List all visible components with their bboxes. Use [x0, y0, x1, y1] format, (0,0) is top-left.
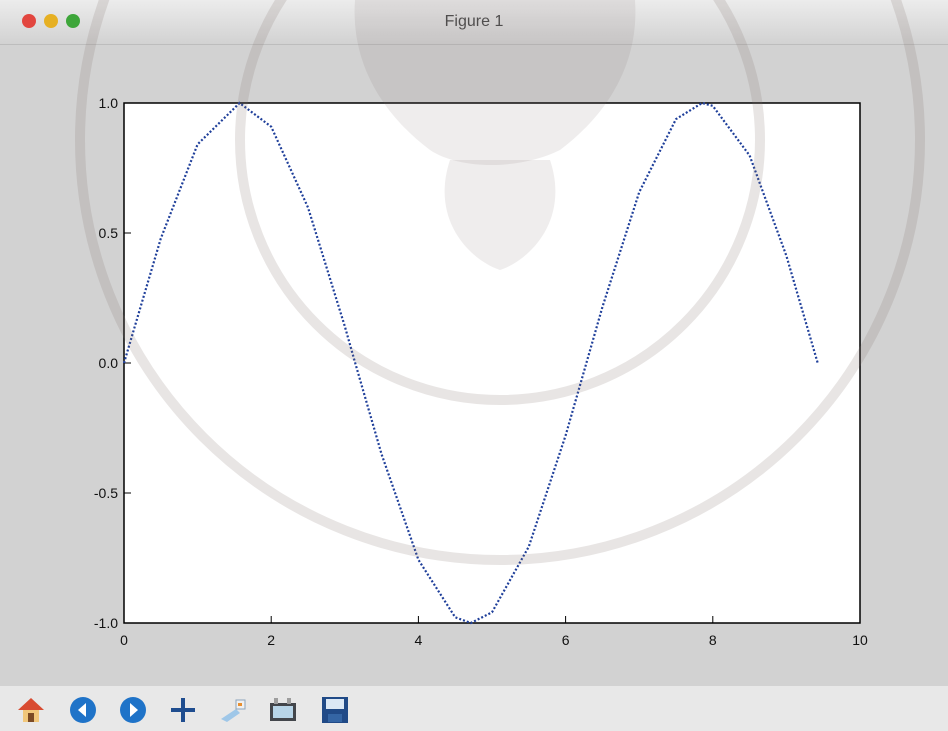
x-tick-label: 2 [267, 632, 275, 648]
configure-subplots-icon [270, 698, 296, 721]
y-tick-label: 0.0 [99, 355, 119, 371]
x-tick-label: 6 [562, 632, 570, 648]
series-line [122, 101, 819, 625]
save-button[interactable] [318, 694, 352, 726]
forward-button[interactable] [116, 694, 150, 726]
window-title: Figure 1 [444, 13, 504, 30]
zoom-icon [221, 699, 246, 722]
pan-icon [171, 698, 195, 722]
home-icon [18, 698, 44, 722]
x-tick-label: 10 [852, 632, 868, 648]
tick-group: 0 2 4 6 8 10 -1.0 -0.5 0.0 0.5 1.0 [94, 95, 868, 648]
x-tick-label: 4 [415, 632, 423, 648]
home-button[interactable] [14, 694, 48, 726]
y-tick-label: 1.0 [99, 95, 119, 111]
configure-subplots-button[interactable] [266, 694, 300, 726]
back-icon [70, 697, 96, 723]
x-tick-label: 0 [120, 632, 128, 648]
x-tick-label: 8 [709, 632, 717, 648]
navigation-toolbar [0, 686, 948, 731]
save-icon [322, 697, 348, 723]
line-chart: 0 2 4 6 8 10 -1.0 -0.5 0.0 0.5 1.0 [94, 95, 868, 648]
forward-icon [120, 697, 146, 723]
figure-canvas: 0 2 4 6 8 10 -1.0 -0.5 0.0 0.5 1.0 [0, 45, 948, 686]
y-tick-label: -1.0 [94, 615, 118, 631]
y-tick-label: -0.5 [94, 485, 118, 501]
back-button[interactable] [66, 694, 100, 726]
zoom-button[interactable] [216, 694, 250, 726]
window-titlebar: Figure 1 [0, 0, 948, 45]
y-tick-label: 0.5 [99, 225, 119, 241]
pan-button[interactable] [166, 694, 200, 726]
plot-area [123, 102, 861, 624]
maximize-window-button[interactable] [66, 14, 80, 28]
minimize-window-button[interactable] [44, 14, 58, 28]
close-window-button[interactable] [22, 14, 36, 28]
